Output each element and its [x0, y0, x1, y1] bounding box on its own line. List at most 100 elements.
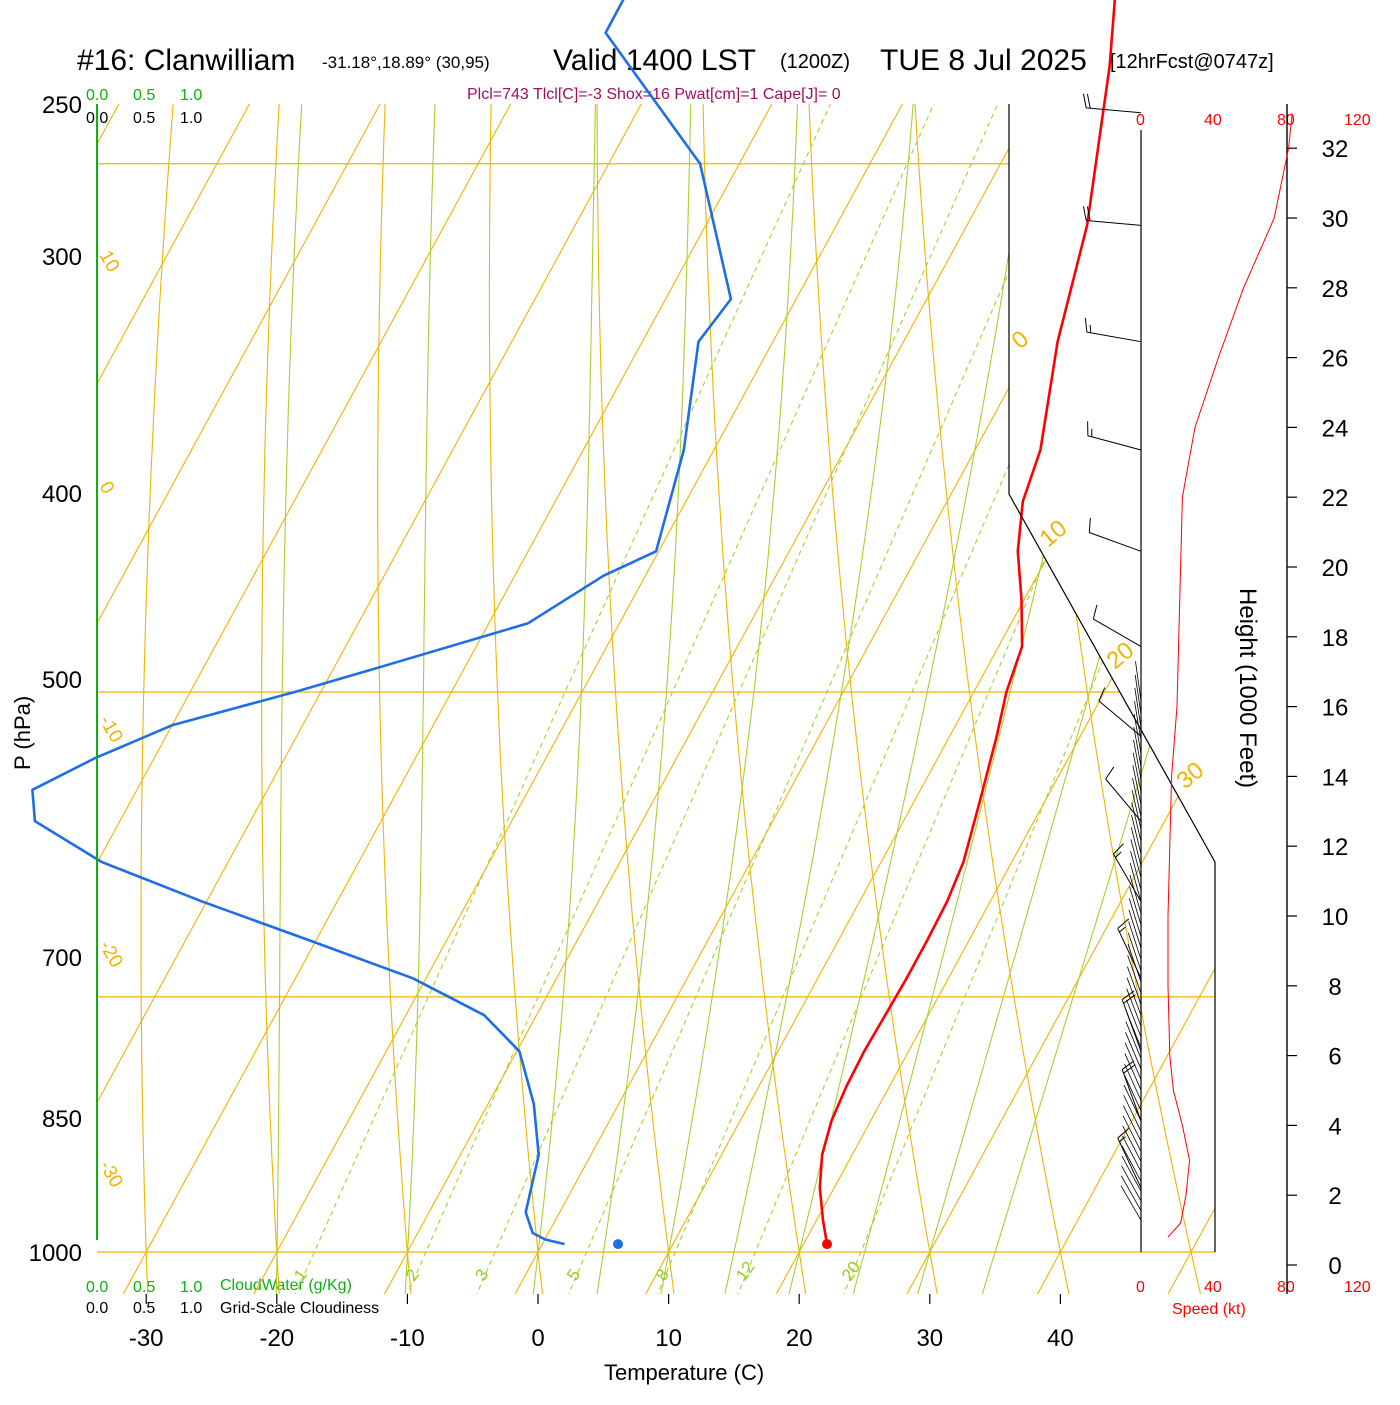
speed-tick-bottom-3: 120	[1344, 1279, 1371, 1296]
wind-barb-feather	[1083, 94, 1086, 108]
cloudwater-tick-top-1: 0.5	[133, 87, 155, 104]
wind-barb-staff	[1089, 533, 1141, 552]
wind-barb-feather	[1093, 605, 1097, 619]
height-tick-label: 28	[1322, 276, 1349, 303]
pressure-tick-label: 250	[42, 92, 82, 119]
dry-adiabat-line	[141, 0, 304, 1344]
title-station: #16: Clanwilliam	[77, 44, 295, 77]
isotherm-line	[1168, 104, 1400, 1294]
isotherm-label-right: 10	[1035, 515, 1073, 553]
pressure-tick-label: 500	[42, 667, 82, 694]
cloudwater-tick-bottom-1: 0.5	[133, 1279, 155, 1296]
pressure-tick-label: 850	[42, 1106, 82, 1133]
cloudiness-tick-bottom-1: 0.5	[133, 1300, 155, 1317]
isotherm-line	[1299, 104, 1400, 1294]
wind-barb-staff	[1087, 332, 1141, 342]
speed-tick-top-3: 120	[1344, 112, 1371, 129]
x-tick-label: -20	[259, 1325, 294, 1352]
cloudiness-tick-bottom-0: 0.0	[86, 1300, 108, 1317]
x-tick-label: -30	[129, 1325, 164, 1352]
mixing-ratio-line	[472, 0, 1127, 1306]
wind-barb-fan-line	[1126, 1021, 1141, 1058]
speed-tick-top-0: 0	[1136, 112, 1145, 129]
title-zulu: (1200Z)	[780, 51, 850, 73]
pressure-tick-label: 1000	[29, 1240, 82, 1267]
x-tick-label: 0	[531, 1325, 544, 1352]
speed-tick-bottom-0: 0	[1136, 1279, 1145, 1296]
x-tick-label: 30	[916, 1325, 943, 1352]
height-tick-label: 22	[1322, 485, 1349, 512]
cloudiness-tick-top-2: 1.0	[180, 110, 202, 127]
pressure-tick-label: 300	[42, 244, 82, 271]
height-tick-label: 10	[1322, 904, 1349, 931]
height-tick-label: 14	[1322, 764, 1349, 791]
mixing-ratio-line	[290, 0, 962, 1306]
wind-barb-fan-line	[1121, 1186, 1141, 1221]
dewpoint-profile-line	[32, 0, 884, 1244]
height-tick-label: 0	[1328, 1253, 1341, 1280]
mixing-ratio-label: 8	[652, 1266, 673, 1285]
moist-adiabat-line	[840, 0, 1286, 1344]
height-tick-label: 2	[1328, 1183, 1341, 1210]
cloudwater-tick-bottom-2: 1.0	[180, 1279, 202, 1296]
wind-speed-line	[1168, 113, 1292, 1237]
wind-barb-fan-line	[1122, 1146, 1141, 1181]
dry-adiabat-line	[489, 0, 564, 1344]
mixing-ratio-label: 2	[402, 1266, 423, 1285]
mixing-ratio-label: 3	[471, 1266, 492, 1285]
wind-barb-fan-line	[1126, 1011, 1141, 1048]
height-tick-label: 24	[1322, 415, 1349, 442]
height-tick-label: 6	[1328, 1044, 1341, 1071]
moist-adiabat-line	[714, 0, 959, 1344]
title-valid: Valid 1400 LST	[553, 44, 756, 77]
cloudiness-label: Grid-Scale Cloudiness	[220, 1300, 379, 1317]
height-tick-label: 16	[1322, 695, 1349, 722]
wind-barb-fan-line	[1125, 1043, 1141, 1080]
x-axis-title: Temperature (C)	[604, 1360, 764, 1385]
cloudiness-tick-top-1: 0.5	[133, 110, 155, 127]
wind-barb-feather	[1087, 94, 1090, 108]
height-tick-label: 18	[1322, 625, 1349, 652]
x-tick-label: 40	[1047, 1325, 1074, 1352]
wind-barb-fan-line	[1125, 1032, 1141, 1069]
wind-barb-fan-line	[1124, 1074, 1141, 1110]
cloudwater-tick-top-0: 0.0	[86, 87, 108, 104]
title-forecast: [12hrFcst@0747z]	[1110, 51, 1274, 73]
speed-tick-bottom-2: 80	[1277, 1279, 1295, 1296]
wind-barb-fan-line	[1123, 1106, 1141, 1142]
cloudwater-tick-bottom-0: 0.0	[86, 1279, 108, 1296]
dry-adiabat-line	[1260, 0, 1400, 1344]
height-tick-label: 12	[1322, 834, 1349, 861]
isotherm-line	[0, 104, 249, 1294]
wind-barb-fan-line	[1124, 1085, 1141, 1121]
wind-barb-half-feather	[1090, 325, 1091, 333]
speed-tick-top-1: 40	[1204, 112, 1222, 129]
grid-layer	[0, 0, 1400, 1344]
dry-adiabat-line	[993, 0, 1212, 1344]
wind-barb-feather	[1083, 206, 1086, 220]
cloudwater-tick-top-2: 1.0	[180, 87, 202, 104]
wind-barb-feather	[1122, 1061, 1134, 1070]
isotherm-line	[123, 104, 772, 1294]
title-coords: -31.18°,18.89° (30,95)	[322, 53, 490, 72]
wind-barb-staff	[1106, 779, 1141, 821]
isotherm-label-left: -30	[95, 1157, 127, 1191]
surface-temperature-dot	[822, 1239, 832, 1249]
wind-barb-fan-line	[1122, 1166, 1141, 1201]
wind-barb-feather	[1106, 767, 1114, 779]
moist-adiabat-line	[967, 0, 1400, 1344]
x-tick-label: -10	[390, 1325, 425, 1352]
isotherm-label-left: -20	[95, 937, 127, 971]
cloudiness-tick-bottom-2: 1.0	[180, 1300, 202, 1317]
cloudwater-label: CloudWater (g/Kg)	[220, 1277, 352, 1294]
y-axis-title: P (hPa)	[10, 696, 35, 770]
wind-barb-staff	[1088, 436, 1141, 450]
wind-barb-feather	[1118, 919, 1129, 929]
surface-dewpoint-dot	[613, 1239, 623, 1249]
height-tick-label: 30	[1322, 206, 1349, 233]
mixing-ratio-label: 5	[563, 1266, 584, 1285]
